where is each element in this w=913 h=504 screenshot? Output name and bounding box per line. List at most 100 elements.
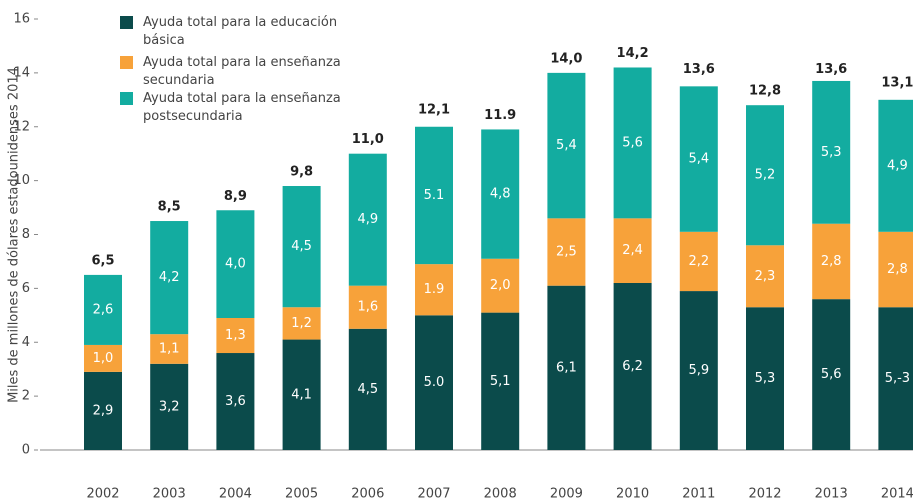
bar-segment: [348, 285, 387, 329]
legend-label: Ayuda total para la educación básica: [143, 15, 338, 48]
y-tick-label: 2: [22, 389, 30, 404]
bar-segment: [746, 245, 784, 308]
value-label: 5,3: [755, 371, 776, 386]
y-tick-label: 6: [22, 281, 30, 296]
total-label: 13,1: [881, 76, 913, 91]
bar-segment: [878, 231, 913, 308]
legend-swatch: [120, 56, 133, 69]
legend-swatch: [120, 92, 133, 105]
legend-swatch: [120, 16, 133, 29]
bar-segment: [216, 210, 255, 319]
value-label: 3,2: [159, 399, 180, 414]
y-tick-label: 0: [22, 443, 30, 458]
legend-item: Ayuda total para la enseñanza secundaria: [120, 54, 380, 90]
bar-segment: [812, 80, 851, 224]
value-label: 2,9: [93, 403, 114, 418]
value-label: 4,5: [357, 382, 378, 397]
bar-segment: [679, 86, 718, 232]
bar-segment: [282, 307, 321, 340]
value-label: 2,6: [93, 302, 114, 317]
bar-segment: [415, 315, 453, 450]
bar-segment: [878, 99, 913, 232]
value-label: 1,6: [357, 300, 378, 315]
value-label: 4,9: [357, 212, 378, 227]
value-label: 4,0: [225, 257, 246, 272]
value-label: 1,3: [225, 328, 246, 343]
total-label: 13,6: [683, 62, 715, 77]
y-axis-label: Miles de millones de dólares estadounide…: [7, 67, 22, 403]
total-label: 12,1: [418, 103, 450, 118]
y-tick-label: 10: [13, 173, 30, 188]
bar-segment: [613, 67, 652, 219]
total-label: 11,0: [352, 132, 384, 147]
bar-segment: [282, 339, 321, 450]
legend-item: Ayuda total para la educación básica: [120, 14, 380, 50]
x-tick-label: 2011: [682, 487, 715, 502]
bar-segment: [84, 371, 122, 450]
value-label: 4,2: [159, 270, 180, 285]
bar-segment: [150, 221, 189, 335]
y-tick-label: 8: [22, 227, 30, 242]
value-label: 2,2: [688, 254, 709, 269]
bar-segment: [84, 274, 122, 345]
value-label: 3,6: [225, 394, 246, 409]
bar-segment: [415, 126, 453, 265]
bar-segment: [481, 312, 520, 450]
bar-segment: [878, 307, 913, 450]
bar-segment: [547, 72, 586, 219]
total-label: 11.9: [484, 108, 516, 123]
bar-segment: [679, 231, 718, 292]
bar-segment: [415, 264, 453, 316]
bar-segment: [348, 328, 387, 450]
x-tick-label: 2013: [815, 487, 848, 502]
legend-label: Ayuda total para la enseñanza secundaria: [143, 55, 341, 88]
bar-segment: [216, 353, 255, 450]
value-label: 6,1: [556, 360, 577, 375]
bar-segment: [613, 282, 652, 450]
x-tick-label: 2010: [616, 487, 649, 502]
value-label: 5,6: [821, 367, 842, 382]
x-tick-label: 2014: [881, 487, 913, 502]
value-label: 1,1: [159, 341, 180, 356]
value-label: 5,6: [622, 135, 643, 150]
bar-segment: [547, 285, 586, 450]
value-label: 4,5: [291, 239, 312, 254]
y-tick-label: 16: [13, 12, 30, 27]
value-label: 1,2: [291, 316, 312, 331]
value-label: 6,2: [622, 359, 643, 374]
legend-item: Ayuda total para la enseñanza postsecund…: [120, 90, 380, 126]
value-label: 5,3: [821, 145, 842, 160]
total-label: 13,6: [815, 62, 847, 77]
legend-label: Ayuda total para la enseñanza postsecund…: [143, 91, 341, 124]
total-label: 8,9: [224, 189, 247, 204]
total-label: 6,5: [91, 253, 114, 268]
bar-segment: [746, 307, 784, 450]
x-tick-label: 2002: [86, 487, 119, 502]
x-tick-label: 2003: [153, 487, 186, 502]
x-tick-label: 2004: [219, 487, 252, 502]
value-label: 2,8: [887, 262, 908, 277]
x-tick-label: 2012: [748, 487, 781, 502]
value-label: 1.9: [424, 282, 445, 297]
bar-segment: [613, 218, 652, 283]
bar-segment: [812, 299, 851, 450]
total-label: 9,8: [290, 165, 313, 180]
value-label: 5.0: [424, 375, 445, 390]
value-label: 5,2: [755, 168, 776, 183]
value-label: 5,-3: [885, 371, 910, 386]
bar-segment: [679, 291, 718, 450]
bar-segment: [812, 223, 851, 300]
bar-segment: [150, 334, 189, 364]
y-tick-label: 12: [13, 119, 30, 134]
bar-segment: [150, 363, 189, 450]
total-label: 14,2: [617, 46, 649, 61]
value-label: 5,1: [490, 374, 511, 389]
value-label: 5,9: [688, 363, 709, 378]
bar-segment: [481, 258, 520, 313]
bar-segment: [547, 218, 586, 286]
value-label: 2,8: [821, 254, 842, 269]
value-label: 4,8: [490, 187, 511, 202]
value-label: 5,4: [556, 138, 577, 153]
x-tick-label: 2007: [417, 487, 450, 502]
